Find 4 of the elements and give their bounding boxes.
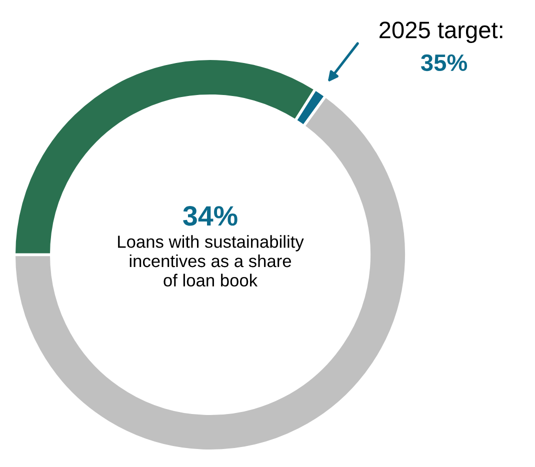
text: 2025 target: (380, 22, 502, 44)
text: Loans with sustainability incentives as a share of loan book (118, 235, 304, 287)
text: 35% (420, 54, 468, 72)
text: 34% (183, 206, 238, 226)
